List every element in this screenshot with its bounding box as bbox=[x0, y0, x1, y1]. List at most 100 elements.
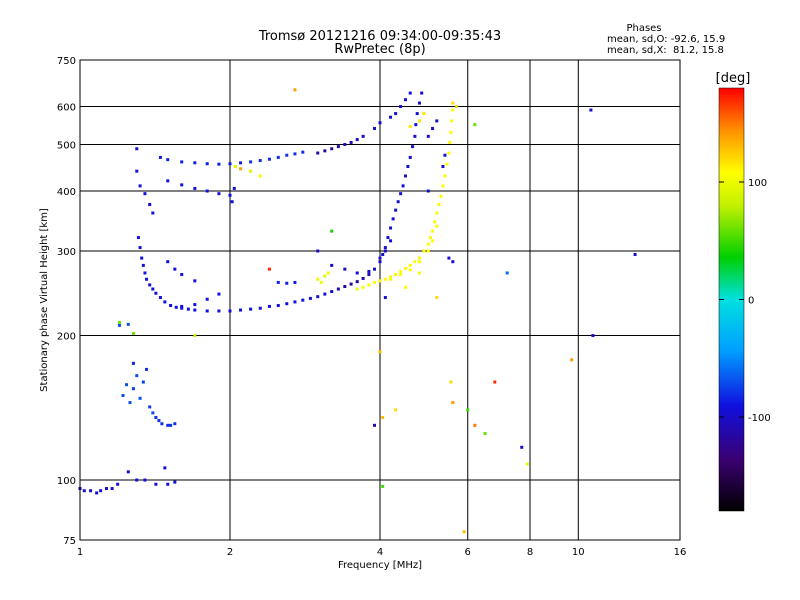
colorbar-label: [deg] bbox=[716, 71, 751, 86]
phase-stats-o-line: mean, sd,O: -92.6, 15.9 bbox=[607, 34, 725, 45]
y-tick-label: 500 bbox=[57, 141, 76, 152]
data-point bbox=[449, 130, 453, 134]
data-point bbox=[383, 246, 387, 250]
data-point bbox=[140, 256, 144, 260]
data-point bbox=[276, 303, 280, 307]
data-point bbox=[160, 422, 164, 426]
data-point bbox=[389, 239, 393, 243]
data-point bbox=[276, 155, 280, 159]
data-point bbox=[589, 108, 593, 112]
data-point bbox=[447, 151, 451, 155]
data-point bbox=[135, 147, 139, 151]
data-point bbox=[462, 530, 466, 534]
data-point bbox=[157, 419, 161, 423]
data-point bbox=[447, 256, 451, 260]
data-point bbox=[383, 277, 387, 281]
data-point bbox=[399, 273, 403, 277]
data-point bbox=[217, 309, 221, 313]
scatter-points bbox=[78, 88, 637, 534]
data-point bbox=[520, 445, 524, 449]
data-point bbox=[131, 361, 135, 365]
data-point bbox=[180, 160, 184, 164]
data-point bbox=[89, 489, 93, 493]
data-point bbox=[355, 280, 359, 284]
data-point bbox=[205, 309, 209, 313]
data-point bbox=[381, 484, 385, 488]
data-point bbox=[403, 285, 407, 289]
data-point bbox=[293, 300, 297, 304]
data-point bbox=[591, 334, 595, 338]
data-point bbox=[193, 279, 197, 283]
data-point bbox=[415, 112, 419, 116]
data-point bbox=[473, 423, 477, 427]
y-tick-label: 400 bbox=[57, 187, 76, 198]
data-point bbox=[435, 119, 439, 123]
data-point bbox=[117, 323, 121, 327]
data-point bbox=[389, 115, 393, 119]
data-point bbox=[408, 125, 412, 129]
data-point bbox=[426, 134, 430, 138]
data-point bbox=[408, 91, 412, 95]
data-point bbox=[466, 408, 470, 412]
data-point bbox=[355, 287, 359, 291]
data-point bbox=[126, 322, 130, 326]
data-point bbox=[378, 350, 382, 354]
data-point bbox=[361, 285, 365, 289]
data-point bbox=[148, 283, 152, 287]
data-point bbox=[145, 367, 149, 371]
data-point bbox=[205, 189, 209, 193]
data-point bbox=[451, 401, 455, 405]
y-tick-label: 600 bbox=[57, 103, 76, 114]
data-point bbox=[136, 236, 140, 240]
data-point bbox=[154, 415, 158, 419]
data-point bbox=[217, 162, 221, 166]
data-point bbox=[411, 145, 415, 149]
data-point bbox=[330, 263, 334, 267]
data-point bbox=[143, 192, 147, 196]
data-point bbox=[394, 112, 398, 116]
data-point bbox=[154, 291, 158, 295]
data-point bbox=[166, 423, 170, 427]
data-point bbox=[267, 157, 271, 161]
data-point bbox=[180, 183, 184, 187]
data-point bbox=[230, 200, 234, 204]
colorbar-ticks: 100 0 -100 bbox=[719, 178, 771, 424]
data-point bbox=[173, 480, 177, 484]
data-point bbox=[301, 150, 305, 154]
data-point bbox=[367, 273, 371, 277]
data-point bbox=[426, 242, 430, 246]
y-axis-label: Stationary phase Virtual Height [km] bbox=[39, 208, 50, 392]
data-point bbox=[378, 121, 382, 125]
data-point bbox=[143, 478, 147, 482]
data-point bbox=[396, 200, 400, 204]
data-point bbox=[121, 394, 125, 398]
data-point bbox=[445, 162, 449, 166]
data-point bbox=[403, 174, 407, 178]
data-point bbox=[455, 105, 459, 109]
data-point bbox=[180, 304, 184, 308]
data-point bbox=[373, 423, 377, 427]
data-point bbox=[143, 271, 147, 275]
data-point bbox=[135, 169, 139, 173]
data-point bbox=[417, 119, 421, 123]
data-point bbox=[126, 470, 130, 474]
data-point bbox=[174, 305, 178, 309]
data-point bbox=[166, 158, 170, 162]
data-point bbox=[448, 140, 452, 144]
data-point bbox=[383, 296, 387, 300]
data-point bbox=[420, 91, 424, 95]
data-point bbox=[349, 282, 353, 286]
data-point bbox=[413, 260, 417, 264]
data-point bbox=[193, 308, 197, 312]
data-point bbox=[408, 155, 412, 159]
data-point bbox=[386, 236, 390, 240]
data-point bbox=[391, 217, 395, 221]
y-tick-label: 750 bbox=[57, 56, 76, 67]
data-point bbox=[330, 229, 334, 233]
data-point bbox=[145, 277, 149, 281]
x-tick-labels: 1 2 4 6 8 10 16 bbox=[77, 547, 687, 558]
x-tick-label: 6 bbox=[465, 547, 471, 558]
data-point bbox=[308, 296, 312, 300]
data-point bbox=[389, 277, 393, 281]
data-point bbox=[141, 380, 145, 384]
